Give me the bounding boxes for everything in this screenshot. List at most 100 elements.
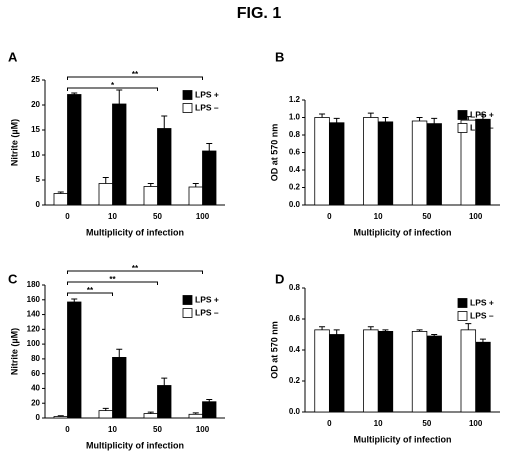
bar <box>328 122 345 206</box>
y-tick-label: 0.4 <box>289 345 301 354</box>
x-tick-label: 10 <box>374 212 383 221</box>
error-bar <box>116 89 123 104</box>
bar <box>314 329 330 413</box>
legend-label: LPS + <box>195 294 219 304</box>
y-tick-label: 0.6 <box>289 314 301 323</box>
bar <box>377 121 394 206</box>
y-tick-label: 10 <box>31 150 40 159</box>
y-tick-label: 60 <box>31 369 40 378</box>
y-tick-label: 180 <box>27 280 41 289</box>
x-tick-label: 100 <box>469 212 483 221</box>
legend-swatch <box>457 298 468 308</box>
bar <box>143 413 158 419</box>
legend-swatch <box>182 295 193 305</box>
y-axis-label: Nitrite (µM) <box>9 119 19 166</box>
error-bar <box>147 183 154 187</box>
y-tick-label: 20 <box>31 398 40 407</box>
bar <box>112 103 127 206</box>
error-bar <box>382 117 389 122</box>
bar <box>426 335 442 413</box>
bar <box>377 330 394 413</box>
legend-label: LPS + <box>195 89 219 99</box>
error-bar <box>319 113 326 118</box>
bar <box>67 301 82 419</box>
bar <box>460 329 477 413</box>
significance-label: ** <box>132 264 139 273</box>
legend-swatch <box>182 103 193 113</box>
y-tick-label: 0.4 <box>289 165 301 174</box>
y-tick-label: 0.2 <box>289 376 301 385</box>
error-bar <box>102 177 109 184</box>
x-axis-label: Multiplicity of infection <box>354 434 452 444</box>
bar <box>314 117 330 206</box>
y-tick-label: 100 <box>27 339 41 348</box>
legend-swatch <box>457 311 468 321</box>
y-tick-label: 25 <box>31 75 40 84</box>
bar <box>411 120 428 206</box>
bar <box>98 183 113 206</box>
y-tick-label: 80 <box>31 354 40 363</box>
error-bar <box>71 298 78 302</box>
bar <box>188 413 203 419</box>
legend-swatch <box>457 110 468 120</box>
y-tick-label: 0 <box>36 413 41 422</box>
bar <box>98 410 113 419</box>
bar <box>53 416 68 419</box>
error-bar <box>431 117 438 124</box>
significance-bracket <box>67 270 203 274</box>
error-bar <box>431 334 438 337</box>
x-tick-label: 50 <box>153 212 162 221</box>
error-bar <box>416 117 423 121</box>
legend-swatch <box>182 90 193 100</box>
significance-label: * <box>111 81 115 90</box>
y-tick-label: 0.2 <box>289 183 301 192</box>
error-bar <box>161 115 168 129</box>
x-axis-label: Multiplicity of infection <box>354 227 452 237</box>
significance-bracket <box>67 292 113 296</box>
panel-label: A <box>8 49 18 64</box>
legend-label: LPS – <box>470 122 494 132</box>
y-axis-label: OD at 570 nm <box>269 124 279 182</box>
error-bar <box>147 411 154 414</box>
error-bar <box>57 191 64 194</box>
bar <box>328 334 345 413</box>
x-tick-label: 0 <box>65 425 70 434</box>
y-tick-label: 0.8 <box>289 130 301 139</box>
x-tick-label: 0 <box>65 212 70 221</box>
significance-bracket <box>67 281 158 285</box>
significance-label: ** <box>132 70 139 79</box>
error-bar <box>367 326 374 330</box>
panel-label: C <box>8 271 18 286</box>
error-bar <box>333 329 340 335</box>
error-bar <box>192 412 199 415</box>
significance-bracket <box>67 76 203 80</box>
panel-label: B <box>275 49 284 64</box>
y-tick-label: 1.0 <box>289 113 301 122</box>
legend-label: LPS – <box>195 102 219 112</box>
y-tick-label: 0.0 <box>289 200 301 209</box>
significance-bracket <box>67 87 158 91</box>
legend-swatch <box>457 123 468 133</box>
legend-label: LPS + <box>470 109 494 119</box>
y-tick-label: 160 <box>27 295 41 304</box>
bar <box>112 357 127 419</box>
bar <box>143 186 158 206</box>
x-tick-label: 100 <box>196 212 210 221</box>
x-axis-label: Multiplicity of infection <box>86 227 184 237</box>
bar <box>53 193 68 206</box>
error-bar <box>102 407 109 411</box>
significance-label: ** <box>87 286 94 295</box>
error-bar <box>57 415 64 417</box>
x-tick-label: 50 <box>422 419 431 428</box>
y-tick-label: 120 <box>27 324 41 333</box>
bar <box>426 123 442 206</box>
significance-label: ** <box>109 275 116 284</box>
bar <box>188 186 203 206</box>
bar <box>363 329 379 413</box>
legend-swatch <box>182 308 193 318</box>
y-axis-label: OD at 570 nm <box>269 321 279 379</box>
bar <box>363 117 379 206</box>
x-tick-label: 100 <box>196 425 210 434</box>
y-tick-label: 0 <box>36 200 41 209</box>
error-bar <box>416 329 423 332</box>
